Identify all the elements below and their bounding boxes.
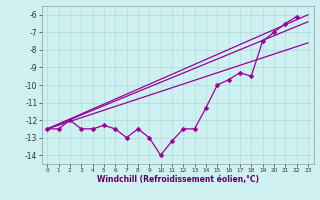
X-axis label: Windchill (Refroidissement éolien,°C): Windchill (Refroidissement éolien,°C) — [97, 175, 259, 184]
